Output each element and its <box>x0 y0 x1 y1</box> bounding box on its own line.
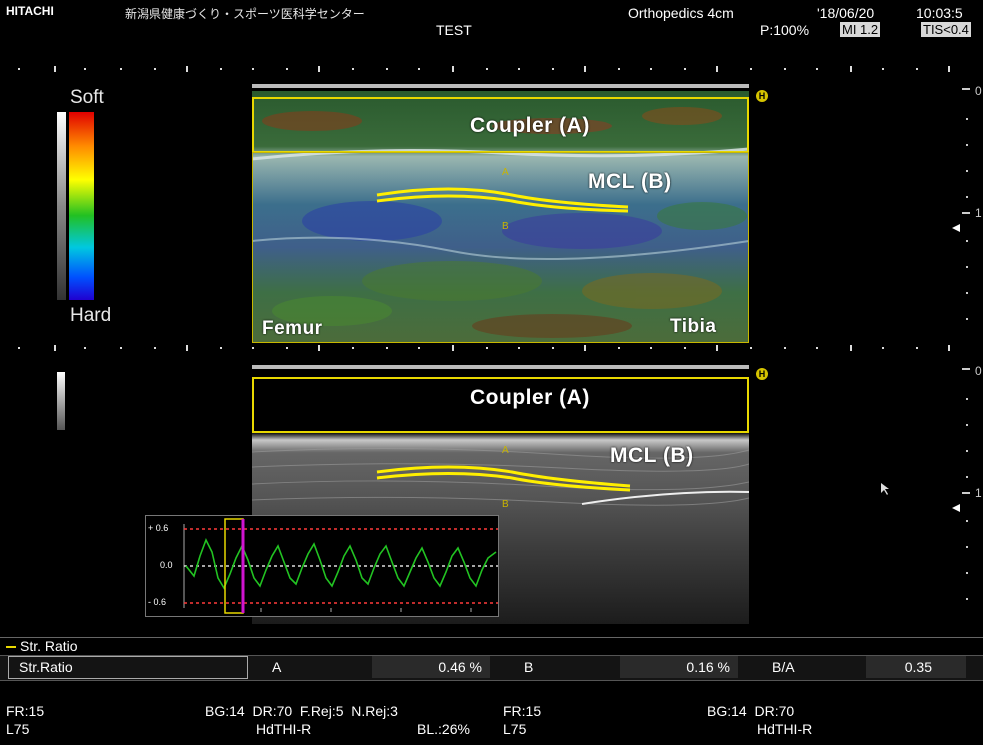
lower-marker-a: A <box>502 445 509 456</box>
upper-measurement-frame <box>252 152 749 343</box>
upper-lateral-tick-row <box>18 66 950 72</box>
upper-marker-a: A <box>502 167 509 178</box>
lower-depth-0: 0 <box>975 364 982 378</box>
upper-marker-b: B <box>502 221 509 232</box>
mouse-pointer-icon <box>881 483 889 495</box>
graph-y-zero: 0.0 <box>160 560 173 570</box>
lower-focus-marker-icon <box>952 504 960 512</box>
mi-index: MI 1.2 <box>840 22 881 37</box>
upper-depth-scale <box>952 88 970 320</box>
preset-name: Orthopedics 4cm <box>628 5 734 21</box>
acoustic-power: P:100% <box>760 22 810 38</box>
patient-name: TEST <box>436 22 472 38</box>
brand-logo: HITACHI <box>6 4 54 18</box>
right-frame-rate: FR:15 <box>503 703 542 719</box>
ratio-label: B/A <box>772 659 795 675</box>
row-label: Str.Ratio <box>8 656 248 679</box>
b-label: B <box>524 659 534 675</box>
b-value: 0.16 % <box>620 656 738 678</box>
left-params: BG:14 DR:70 F.Rej:5 N.Rej:3 <box>205 703 398 719</box>
upper-coupler-label: Coupler (A) <box>470 114 590 137</box>
section-marker <box>6 646 16 648</box>
upper-focus-marker-icon <box>952 224 960 232</box>
grayscale-bar-upper <box>57 112 66 300</box>
graph-y-max: + 0.6 <box>148 523 169 533</box>
lower-depth-scale <box>952 368 970 600</box>
tis-index: TIS<0.4 <box>921 22 971 37</box>
elasticity-color-scale <box>69 112 94 300</box>
left-frame-rate: FR:15 <box>6 703 45 719</box>
exam-time: 10:03:5 <box>916 5 963 21</box>
scale-soft-label: Soft <box>70 87 104 108</box>
right-probe: L75 <box>503 721 527 737</box>
lower-coupler-label: Coupler (A) <box>470 386 590 409</box>
strain-graph[interactable]: + 0.6 0.0 - 0.6 <box>145 515 499 617</box>
left-baseline: BL.:26% <box>417 721 470 737</box>
upper-mcl-label: MCL (B) <box>588 170 672 193</box>
lower-probe-line <box>252 365 749 369</box>
lower-marker-b: B <box>502 499 509 510</box>
grayscale-bar-lower <box>57 372 65 430</box>
upper-h-marker-icon[interactable]: H <box>756 90 768 102</box>
graph-y-min: - 0.6 <box>148 597 167 607</box>
section-title: Str. Ratio <box>20 638 78 654</box>
tibia-label: Tibia <box>670 316 717 337</box>
lower-mcl-label: MCL (B) <box>610 444 694 467</box>
ratio-value: 0.35 <box>866 656 966 678</box>
exam-date: '18/06/20 <box>817 5 875 21</box>
lower-h-marker-icon[interactable]: H <box>756 368 768 380</box>
upper-probe-line <box>252 84 749 88</box>
facility-name: 新潟県健康づくり・スポーツ医科学センター <box>125 7 365 21</box>
lower-lateral-tick-row <box>18 345 950 351</box>
right-params: BG:14 DR:70 <box>707 703 795 719</box>
left-mode: HdTHI-R <box>256 721 312 737</box>
right-mode: HdTHI-R <box>757 721 813 737</box>
strain-waveform <box>185 538 497 590</box>
lower-depth-1: 1 <box>975 486 982 500</box>
scale-hard-label: Hard <box>70 305 112 326</box>
left-probe: L75 <box>6 721 30 737</box>
upper-depth-1: 1 <box>975 206 982 220</box>
table-row[interactable]: Str.Ratio A 0.46 % B 0.16 % B/A 0.35 <box>0 655 983 681</box>
upper-elastography-image <box>252 91 749 343</box>
a-label: A <box>272 659 282 675</box>
femur-label: Femur <box>262 318 323 339</box>
a-value: 0.46 % <box>372 656 490 678</box>
upper-depth-0: 0 <box>975 84 982 98</box>
lower-coupler-roi[interactable] <box>252 377 749 433</box>
